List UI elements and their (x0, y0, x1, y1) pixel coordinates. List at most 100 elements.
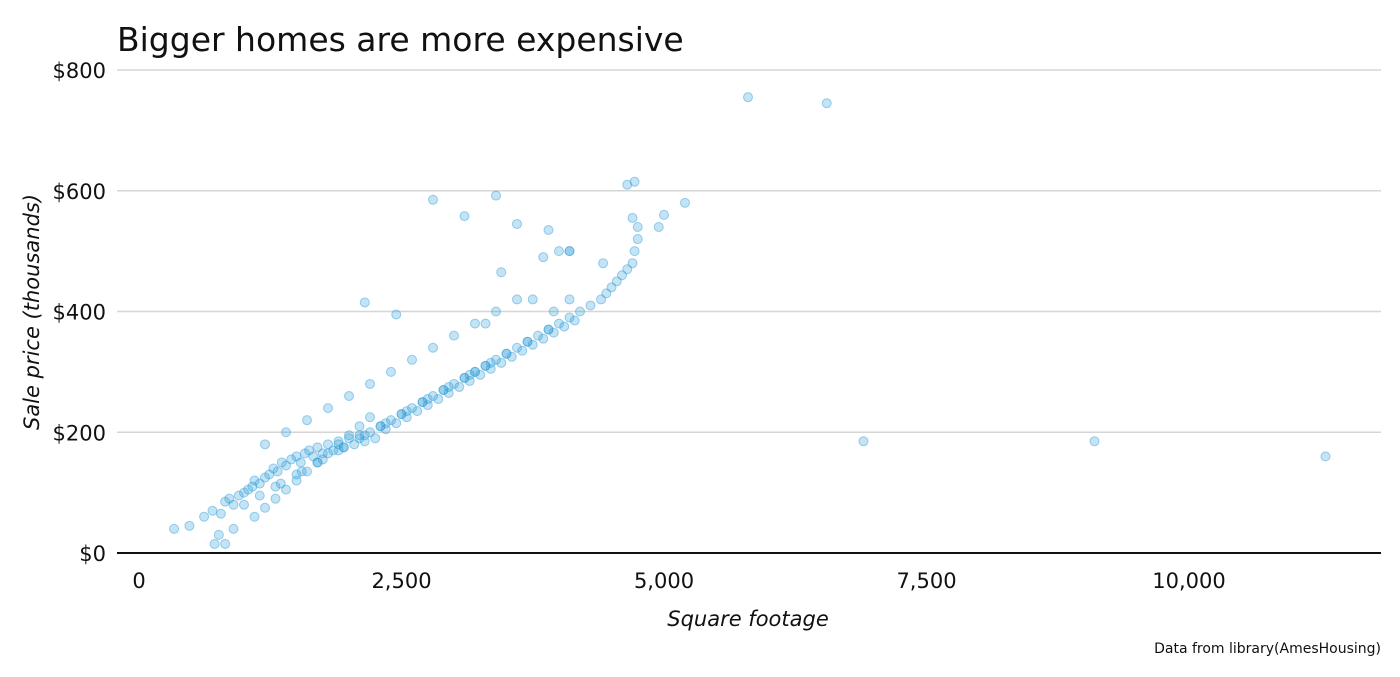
data-point (270, 481, 281, 492)
x-axis-ticks: 0 2,500 5,000 7,500 10,000 (132, 569, 1225, 593)
data-point (338, 442, 349, 453)
data-point (438, 384, 449, 395)
data-point (480, 360, 491, 371)
data-point (627, 212, 638, 223)
data-point (491, 306, 501, 317)
data-point (428, 342, 438, 353)
data-point (272, 466, 283, 477)
data-point (459, 372, 470, 383)
chart-title: Bigger homes are more expensive (117, 20, 684, 59)
data-point (512, 342, 522, 353)
y-tick-label: $200 (53, 421, 106, 445)
data-point (554, 246, 564, 257)
data-point (422, 394, 433, 405)
data-point (268, 463, 279, 474)
data-point (517, 345, 528, 356)
data-point (359, 297, 370, 308)
data-point (249, 475, 260, 486)
y-axis-ticks: $0 $200 $400 $600 $800 (53, 59, 106, 566)
data-point (312, 442, 323, 453)
data-point (428, 391, 438, 402)
data-point (228, 499, 239, 510)
data-point (485, 363, 496, 374)
data-point (585, 300, 596, 311)
data-point (312, 457, 323, 468)
data-point (243, 484, 254, 495)
data-point (501, 348, 512, 359)
x-tick-label: 0 (132, 569, 145, 593)
y-axis-label: Sale price (thousands) (20, 194, 44, 430)
data-point (317, 454, 328, 465)
data-point (281, 460, 291, 471)
data-point (323, 403, 333, 414)
data-point (317, 448, 328, 459)
data-point (228, 523, 239, 534)
data-point (559, 321, 570, 332)
data-point (396, 409, 407, 420)
data-point (564, 246, 575, 257)
data-point (470, 366, 480, 377)
data-point (344, 391, 354, 402)
data-point (354, 421, 365, 432)
data-point (611, 276, 622, 287)
data-point (254, 490, 265, 501)
data-point (454, 381, 465, 392)
data-point (391, 309, 402, 320)
data-point (359, 430, 370, 441)
data-point (543, 224, 554, 235)
data-point (617, 270, 627, 281)
data-point (417, 397, 428, 408)
data-point (485, 357, 496, 368)
data-point (184, 520, 195, 531)
data-point (543, 324, 554, 335)
data-point (527, 339, 538, 350)
data-point (743, 92, 753, 103)
data-point (254, 478, 265, 489)
data-point (338, 442, 349, 453)
x-tick-label: 7,500 (896, 569, 956, 593)
data-point (1320, 451, 1331, 462)
data-point (459, 211, 470, 222)
data-point (215, 508, 226, 519)
data-point (564, 246, 575, 257)
data-point (354, 433, 365, 444)
x-tick-label: 2,500 (371, 569, 431, 593)
data-point (401, 406, 412, 417)
data-point (443, 388, 454, 399)
data-point (606, 282, 617, 293)
data-point (564, 294, 575, 305)
data-point (680, 197, 690, 208)
data-point (428, 194, 438, 205)
data-point (449, 378, 459, 389)
data-point (449, 330, 459, 341)
data-point (349, 439, 360, 450)
data-point (433, 394, 444, 405)
data-point (401, 412, 412, 423)
data-point (407, 354, 417, 365)
y-tick-label: $800 (53, 59, 106, 83)
data-point (224, 493, 235, 504)
y-tick-label: $0 (79, 542, 106, 566)
data-point (491, 190, 501, 201)
data-point (354, 430, 365, 441)
data-point (598, 258, 609, 269)
x-axis-label: Square footage (667, 607, 829, 631)
data-point (858, 436, 869, 447)
data-point (475, 369, 486, 380)
data-point (422, 400, 433, 411)
data-point (323, 448, 333, 459)
data-point (575, 306, 585, 317)
data-point (365, 412, 375, 423)
data-point (291, 469, 302, 480)
data-point (220, 538, 231, 549)
data-point (564, 312, 575, 323)
data-point (538, 252, 549, 263)
data-point (496, 357, 507, 368)
data-point (299, 448, 310, 459)
data-point (220, 496, 231, 507)
data-point (659, 209, 669, 220)
data-point (501, 348, 512, 359)
data-point (512, 294, 522, 305)
data-point (391, 418, 402, 429)
